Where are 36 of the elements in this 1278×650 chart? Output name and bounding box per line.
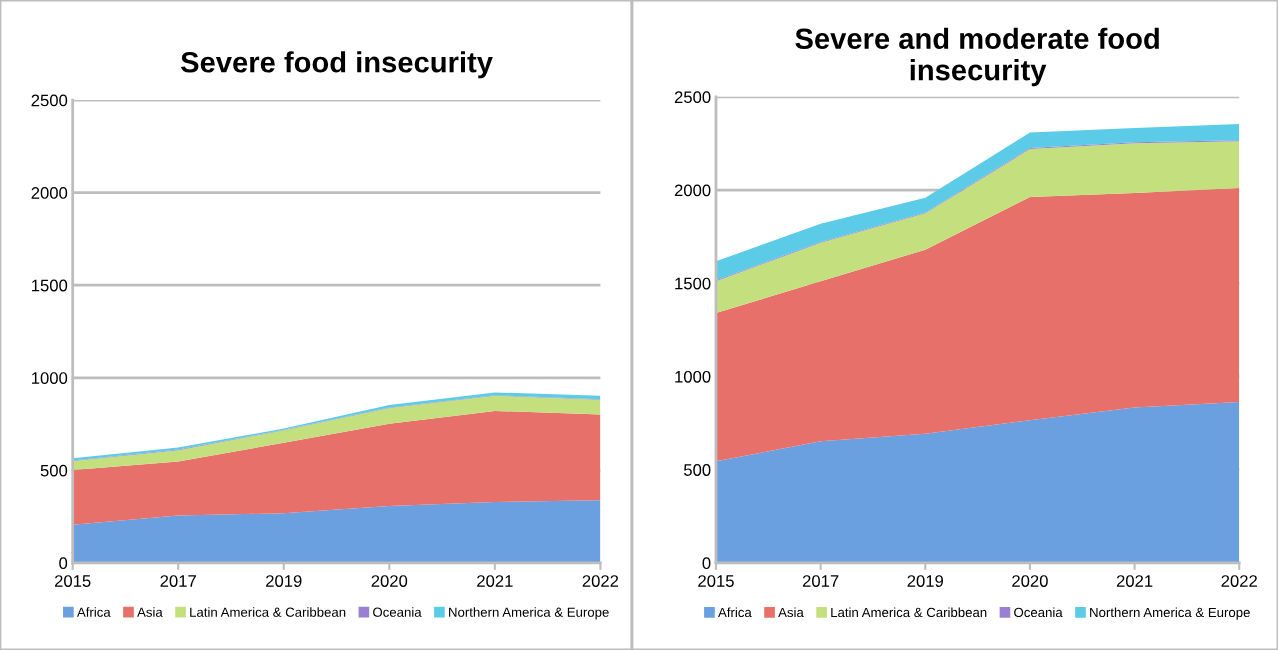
x-tick-label: 2015 xyxy=(54,575,91,587)
x-tick-label: 2015 xyxy=(698,575,734,587)
x-tick-label: 2019 xyxy=(907,575,944,587)
x-tick-label: 2022 xyxy=(582,575,619,587)
legend-label: Oceania xyxy=(373,607,422,617)
legend-label: Asia xyxy=(137,607,163,617)
y-tick-label: 1000 xyxy=(32,372,68,384)
y-tick-label: 0 xyxy=(702,557,711,570)
y-tick-label: 0 xyxy=(59,557,68,570)
x-tick-label: 2020 xyxy=(371,575,408,587)
y-tick-label: 2000 xyxy=(31,187,68,199)
x-tick-label: 2017 xyxy=(802,575,839,587)
y-tick-label: 500 xyxy=(40,464,68,477)
legend-label: Africa xyxy=(718,607,752,618)
legend-label: Northern America & Europe xyxy=(449,607,609,620)
x-tick-label: 2019 xyxy=(266,575,302,587)
x-tick-label: 2020 xyxy=(1012,575,1048,587)
legend-label: Latin America & Caribbean xyxy=(831,607,987,618)
y-tick-label: 1500 xyxy=(675,277,711,290)
chart-title: Severe food insecurity xyxy=(180,51,493,79)
x-tick-label: 2021 xyxy=(1116,575,1153,587)
legend-label: Oceania xyxy=(1014,607,1063,618)
y-tick-label: 1500 xyxy=(32,279,68,292)
y-tick-label: 500 xyxy=(683,464,711,476)
x-tick-label: 2022 xyxy=(1221,575,1257,587)
y-tick-label: 2000 xyxy=(674,184,711,197)
x-tick-label: 2021 xyxy=(477,575,513,587)
chart-title: Severe and moderate food insecurity xyxy=(795,27,1159,87)
legend-label: Asia xyxy=(778,607,804,618)
legend-label: Africa xyxy=(76,607,111,617)
legend-label: Latin America & Caribbean xyxy=(190,607,346,617)
legend-label: Northern America & Europe xyxy=(1090,607,1250,620)
y-tick-label: 2500 xyxy=(674,91,711,104)
x-tick-label: 2017 xyxy=(160,575,196,587)
y-tick-label: 1000 xyxy=(675,370,711,383)
y-tick-label: 2500 xyxy=(31,94,68,107)
